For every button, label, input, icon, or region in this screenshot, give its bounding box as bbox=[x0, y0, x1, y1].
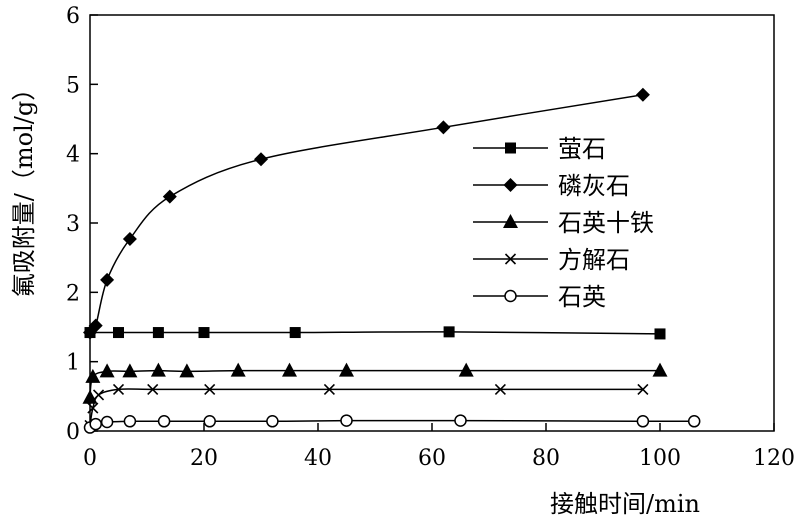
data-point bbox=[157, 415, 171, 428]
data-point bbox=[85, 368, 101, 383]
legend-marker bbox=[505, 142, 516, 154]
x-tick-label: 20 bbox=[190, 446, 218, 471]
data-point bbox=[637, 383, 649, 395]
data-point bbox=[454, 414, 467, 427]
series-line bbox=[90, 331, 661, 335]
data-point bbox=[152, 327, 164, 339]
data-point bbox=[443, 326, 455, 338]
data-point bbox=[254, 152, 268, 167]
data-point bbox=[100, 415, 114, 429]
legend-label: 石英 bbox=[558, 283, 606, 311]
data-point bbox=[89, 417, 102, 431]
y-tick-label: 0 bbox=[66, 420, 80, 445]
data-point bbox=[204, 383, 216, 395]
x-tick-label: 100 bbox=[639, 446, 681, 471]
x-tick-label: 60 bbox=[418, 446, 446, 471]
y-tick-label: 3 bbox=[66, 212, 80, 237]
data-point bbox=[82, 389, 98, 404]
y-tick-label: 5 bbox=[66, 73, 80, 98]
data-point bbox=[87, 402, 99, 414]
data-point bbox=[150, 362, 166, 377]
data-point bbox=[112, 383, 125, 395]
data-point bbox=[99, 363, 115, 378]
data-point bbox=[123, 415, 137, 428]
data-point bbox=[339, 362, 354, 377]
y-tick-label: 2 bbox=[66, 281, 80, 306]
data-point bbox=[340, 414, 353, 427]
data-point bbox=[289, 327, 301, 339]
data-point bbox=[122, 231, 137, 246]
data-point bbox=[635, 87, 650, 102]
data-point bbox=[92, 389, 105, 401]
x-axis-title: 接触时间/min bbox=[550, 490, 700, 518]
series-line bbox=[89, 93, 644, 334]
data-point bbox=[652, 362, 668, 377]
data-point bbox=[266, 415, 279, 428]
y-tick-label: 1 bbox=[66, 351, 80, 376]
data-point bbox=[687, 415, 701, 428]
x-tick-label: 40 bbox=[304, 446, 332, 471]
data-point bbox=[458, 362, 474, 377]
data-point bbox=[230, 362, 246, 377]
series-triangle bbox=[82, 362, 668, 404]
x-axis: 0 20 40 60 80 100 120 bbox=[83, 423, 795, 471]
data-point bbox=[113, 327, 124, 339]
legend-label: 萤石 bbox=[558, 135, 606, 163]
x-tick-label: 80 bbox=[532, 446, 560, 471]
data-point bbox=[162, 189, 177, 204]
data-point bbox=[88, 318, 103, 333]
y-axis-title: 氟吸附量/（mol/g） bbox=[10, 77, 38, 297]
y-tick-label: 6 bbox=[66, 4, 80, 29]
legend-marker bbox=[503, 214, 518, 228]
legend-label: 磷灰石 bbox=[558, 172, 630, 200]
series-layer bbox=[82, 87, 701, 434]
data-point bbox=[100, 272, 115, 287]
legend-label: 方解石 bbox=[558, 246, 630, 274]
data-point bbox=[654, 328, 666, 340]
data-point bbox=[323, 383, 335, 395]
y-axis: 0 1 2 3 4 5 6 bbox=[66, 4, 98, 445]
plot-area bbox=[89, 14, 775, 432]
data-point bbox=[147, 383, 159, 395]
legend-marker bbox=[503, 178, 518, 192]
series-square bbox=[84, 326, 666, 340]
series-line bbox=[89, 369, 660, 398]
series-line bbox=[89, 419, 695, 429]
plot-frame bbox=[89, 14, 775, 432]
x-tick-label: 0 bbox=[83, 446, 97, 471]
series-line bbox=[89, 388, 643, 426]
data-point bbox=[179, 363, 195, 378]
data-point bbox=[198, 327, 210, 339]
data-point bbox=[436, 120, 451, 135]
y-tick-label: 4 bbox=[66, 143, 80, 168]
data-point bbox=[122, 363, 138, 378]
series-circle bbox=[83, 414, 701, 434]
legend-marker bbox=[504, 253, 517, 265]
series-diamond bbox=[83, 87, 650, 340]
data-point bbox=[203, 415, 216, 428]
legend-marker bbox=[504, 289, 517, 303]
x-tick-label: 120 bbox=[753, 446, 795, 471]
data-point bbox=[636, 415, 650, 428]
data-point bbox=[282, 362, 297, 377]
data-point bbox=[494, 383, 506, 395]
legend-label: 石英十铁 bbox=[558, 209, 654, 237]
